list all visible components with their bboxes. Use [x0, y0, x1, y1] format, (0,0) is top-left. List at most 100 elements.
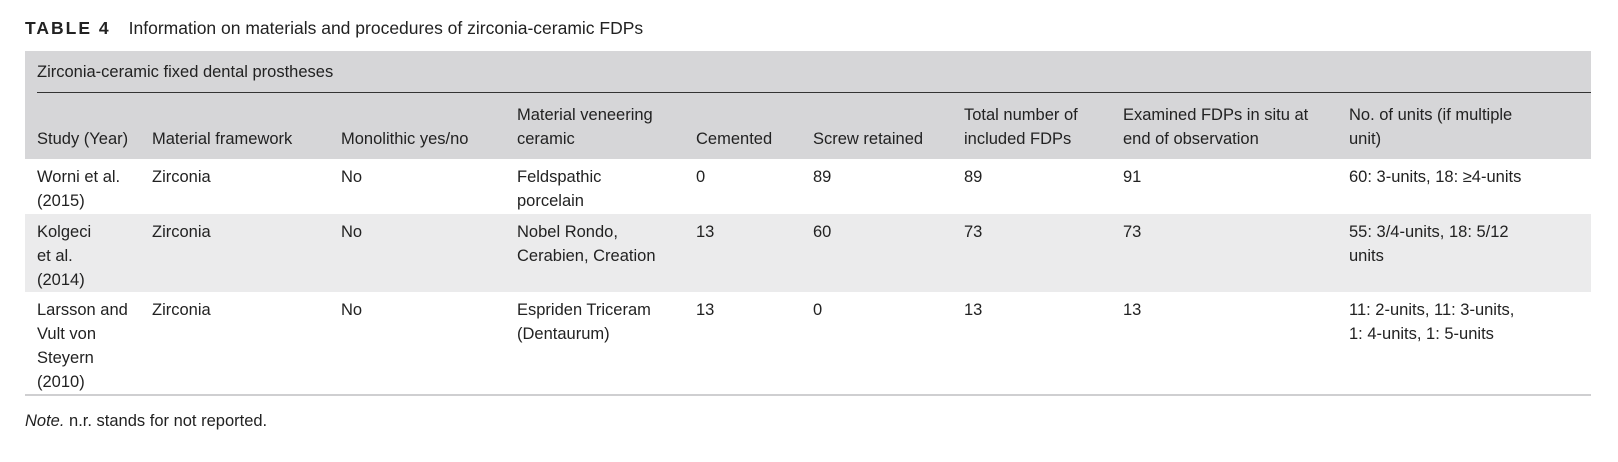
cell-line: 13	[964, 301, 983, 319]
cell-line: No	[341, 168, 363, 186]
cell-screw-retained: 0	[813, 298, 822, 322]
cell-line: Cerabien, Creation	[517, 247, 656, 265]
note-label: Note.	[25, 412, 65, 430]
table-title: Information on materials and procedures …	[128, 18, 644, 38]
cell-material-veneering: Nobel Rondo, Cerabien, Creation	[517, 220, 656, 268]
column-header-screw-retained: Screw retained	[813, 127, 923, 151]
cell-line: 60: 3-units, 18: ≥4-units	[1349, 168, 1522, 186]
column-header-total-fdps: Total number of included FDPs	[964, 103, 1078, 151]
cell-line: 55: 3/4-units, 18: 5/12	[1349, 223, 1509, 241]
column-header-line: unit)	[1349, 130, 1382, 148]
cell-line: Feldspathic	[517, 168, 602, 186]
cell-line: Worni et al.	[37, 168, 121, 186]
cell-examined-fdps: 91	[1123, 165, 1141, 189]
cell-line: 73	[964, 223, 983, 241]
cell-line: porcelain	[517, 192, 584, 210]
table-row: Kolgeci et al. (2014) Zirconia No Nobel Rondo…	[25, 214, 1591, 292]
cell-cemented: 13	[696, 298, 714, 322]
cell-line: 13	[696, 301, 715, 319]
table-row: Larsson and Vult von Steyern (2010) Zirconia…	[25, 292, 1591, 394]
cell-material-veneering: Espriden Triceram (Dentaurum)	[517, 298, 651, 346]
cell-line: Kolgeci	[37, 223, 92, 241]
column-header-material-framework: Material framework	[152, 127, 292, 151]
column-header-line: Monolithic yes/no	[341, 130, 469, 148]
cell-monolithic: No	[341, 220, 362, 244]
cell-monolithic: No	[341, 165, 362, 189]
cell-line: No	[341, 301, 363, 319]
column-header-line: No. of units (if multiple	[1349, 106, 1513, 124]
note-text: n.r. stands for not reported.	[64, 412, 268, 430]
cell-line: Zirconia	[152, 168, 211, 186]
group-header: Zirconia-ceramic fixed dental prostheses	[25, 51, 1591, 93]
table-body: Worni et al. (2015) Zirconia No Feldspathic p…	[25, 159, 1591, 394]
column-header-line: Screw retained	[813, 130, 924, 148]
cell-line: units	[1349, 247, 1384, 265]
cell-cemented: 0	[696, 165, 705, 189]
cell-units: 55: 3/4-units, 18: 5/12 units	[1349, 220, 1509, 268]
cell-screw-retained: 60	[813, 220, 831, 244]
cell-total-fdps: 89	[964, 165, 982, 189]
cell-total-fdps: 73	[964, 220, 982, 244]
cell-line: Larsson and	[37, 301, 128, 319]
column-header-line: Examined FDPs in situ at	[1123, 106, 1309, 124]
column-header-line: included FDPs	[964, 130, 1072, 148]
cell-line: (Dentaurum)	[517, 325, 610, 343]
column-header-line: end of observation	[1123, 130, 1259, 148]
table-caption: TABLE 4 Information on materials and proc…	[25, 18, 643, 39]
cell-line: Steyern	[37, 349, 94, 367]
column-header-line: Study (Year)	[37, 130, 129, 148]
column-header-row: Study (Year) Material framework Monolithic…	[25, 93, 1591, 159]
cell-line: 13	[1123, 301, 1142, 319]
column-header-examined-fdps: Examined FDPs in situ at end of observati…	[1123, 103, 1308, 151]
cell-line: 89	[813, 168, 832, 186]
column-header-material-veneering: Material veneering ceramic	[517, 103, 653, 151]
cell-study-year: Kolgeci et al. (2014)	[37, 220, 91, 292]
cell-examined-fdps: 13	[1123, 298, 1141, 322]
table-row: Worni et al. (2015) Zirconia No Feldspathic p…	[25, 159, 1591, 214]
cell-line: 13	[696, 223, 715, 241]
cell-line: 1: 4-units, 1: 5-units	[1349, 325, 1494, 343]
data-table: Zirconia-ceramic fixed dental prostheses…	[25, 51, 1591, 396]
cell-line: (2014)	[37, 271, 85, 289]
cell-line: Zirconia	[152, 301, 211, 319]
cell-line: 89	[964, 168, 983, 186]
column-header-monolithic: Monolithic yes/no	[341, 127, 468, 151]
cell-examined-fdps: 73	[1123, 220, 1141, 244]
group-header-rule	[37, 92, 1591, 93]
cell-line: Espriden Triceram	[517, 301, 651, 319]
cell-line: 11: 2-units, 11: 3-units,	[1349, 301, 1515, 319]
table-label: TABLE 4	[25, 18, 111, 38]
cell-material-veneering: Feldspathic porcelain	[517, 165, 601, 213]
cell-line: et al.	[37, 247, 73, 265]
cell-line: Vult von	[37, 325, 97, 343]
cell-screw-retained: 89	[813, 165, 831, 189]
cell-line: 73	[1123, 223, 1142, 241]
column-header-line: ceramic	[517, 130, 575, 148]
cell-line: 60	[813, 223, 832, 241]
cell-material-framework: Zirconia	[152, 220, 211, 244]
cell-line: Zirconia	[152, 223, 211, 241]
group-header-title: Zirconia-ceramic fixed dental prostheses	[37, 63, 334, 81]
column-header-study-year: Study (Year)	[37, 127, 128, 151]
cell-line: No	[341, 223, 363, 241]
cell-material-framework: Zirconia	[152, 298, 211, 322]
cell-line: (2010)	[37, 373, 85, 391]
cell-units: 60: 3-units, 18: ≥4-units	[1349, 165, 1521, 189]
cell-material-framework: Zirconia	[152, 165, 211, 189]
column-header-line: Total number of	[964, 106, 1078, 124]
cell-monolithic: No	[341, 298, 362, 322]
cell-cemented: 13	[696, 220, 714, 244]
cell-study-year: Worni et al. (2015)	[37, 165, 120, 213]
cell-study-year: Larsson and Vult von Steyern (2010)	[37, 298, 128, 394]
cell-line: Nobel Rondo,	[517, 223, 618, 241]
cell-units: 11: 2-units, 11: 3-units, 1: 4-units, 1: …	[1349, 298, 1514, 346]
column-header-units: No. of units (if multiple unit)	[1349, 103, 1512, 151]
table-note: Note. n.r. stands for not reported.	[25, 412, 267, 431]
cell-total-fdps: 13	[964, 298, 982, 322]
column-header-line: Material veneering	[517, 106, 653, 124]
cell-line: 91	[1123, 168, 1142, 186]
column-header-line: Material framework	[152, 130, 293, 148]
column-header-cemented: Cemented	[696, 127, 772, 151]
cell-line: (2015)	[37, 192, 85, 210]
column-header-line: Cemented	[696, 130, 773, 148]
